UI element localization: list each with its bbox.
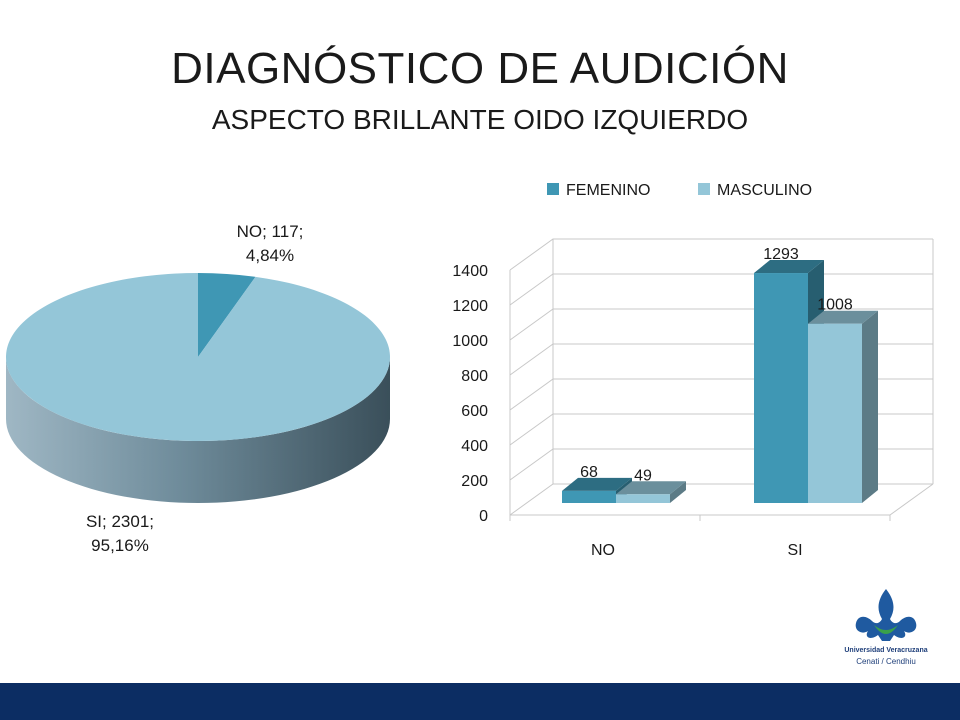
- fleur-de-lis-icon: [855, 589, 917, 641]
- x-tick-label-no: NO: [591, 542, 615, 559]
- bar-si-masculino: [808, 310, 878, 503]
- footer-bar: [0, 683, 960, 720]
- pie-side: [6, 357, 390, 503]
- bar-series: 68 49 1293 1008: [562, 246, 878, 503]
- bar-legend: FEMENINO MASCULINO: [547, 182, 812, 199]
- y-tick-label: 1000: [452, 333, 488, 350]
- legend-label-masculino: MASCULINO: [717, 182, 812, 199]
- y-tick-label: 400: [461, 438, 488, 455]
- data-label-si-masculino: 1008: [817, 297, 853, 314]
- pie-chart: NO; 117; 4,84% SI; 2301; 95,16%: [5, 222, 390, 555]
- gridline: [509, 273, 933, 306]
- pie-slice-no: [198, 273, 256, 357]
- y-tick-label: 600: [461, 403, 488, 420]
- data-label-no-femenino: 68: [580, 464, 598, 481]
- x-tick-label-si: SI: [787, 542, 802, 559]
- legend-swatch-femenino: [547, 183, 559, 195]
- university-logo: Universidad Veracruzana Cenati / Cendhiu: [836, 585, 936, 680]
- bar-no-masculino: [616, 481, 686, 503]
- bar-y-axis: 0 200 400 600 800 1000 1200 1400: [452, 263, 488, 525]
- data-label-no-masculino: 49: [634, 467, 652, 484]
- y-tick-label: 1400: [452, 263, 488, 280]
- y-tick-label: 0: [479, 508, 488, 525]
- legend-swatch-masculino: [698, 183, 710, 195]
- y-tick-label: 200: [461, 473, 488, 490]
- legend-label-femenino: FEMENINO: [566, 182, 650, 199]
- pie-label-no: NO; 117; 4,84%: [237, 222, 304, 265]
- pie-slice-si: [5, 273, 390, 441]
- logo-line-university: Universidad Veracruzana: [844, 647, 928, 654]
- pie-label-si: SI; 2301; 95,16%: [86, 512, 154, 555]
- bar-x-axis: NO SI: [591, 542, 803, 559]
- y-tick-label: 1200: [452, 298, 488, 315]
- y-tick-label: 800: [461, 368, 488, 385]
- logo-line-unit: Cenati / Cendhiu: [856, 657, 916, 666]
- slide-subtitle: ASPECTO BRILLANTE OIDO IZQUIERDO: [211, 104, 749, 135]
- slide-title: DIAGNÓSTICO DE AUDICIÓN: [171, 44, 789, 93]
- data-label-si-femenino: 1293: [763, 246, 799, 263]
- bar-chart: 0 200 400 600 800 1000 1200 1400 NO SI 68 49 1293 1…: [452, 182, 934, 559]
- gridline: [509, 238, 933, 271]
